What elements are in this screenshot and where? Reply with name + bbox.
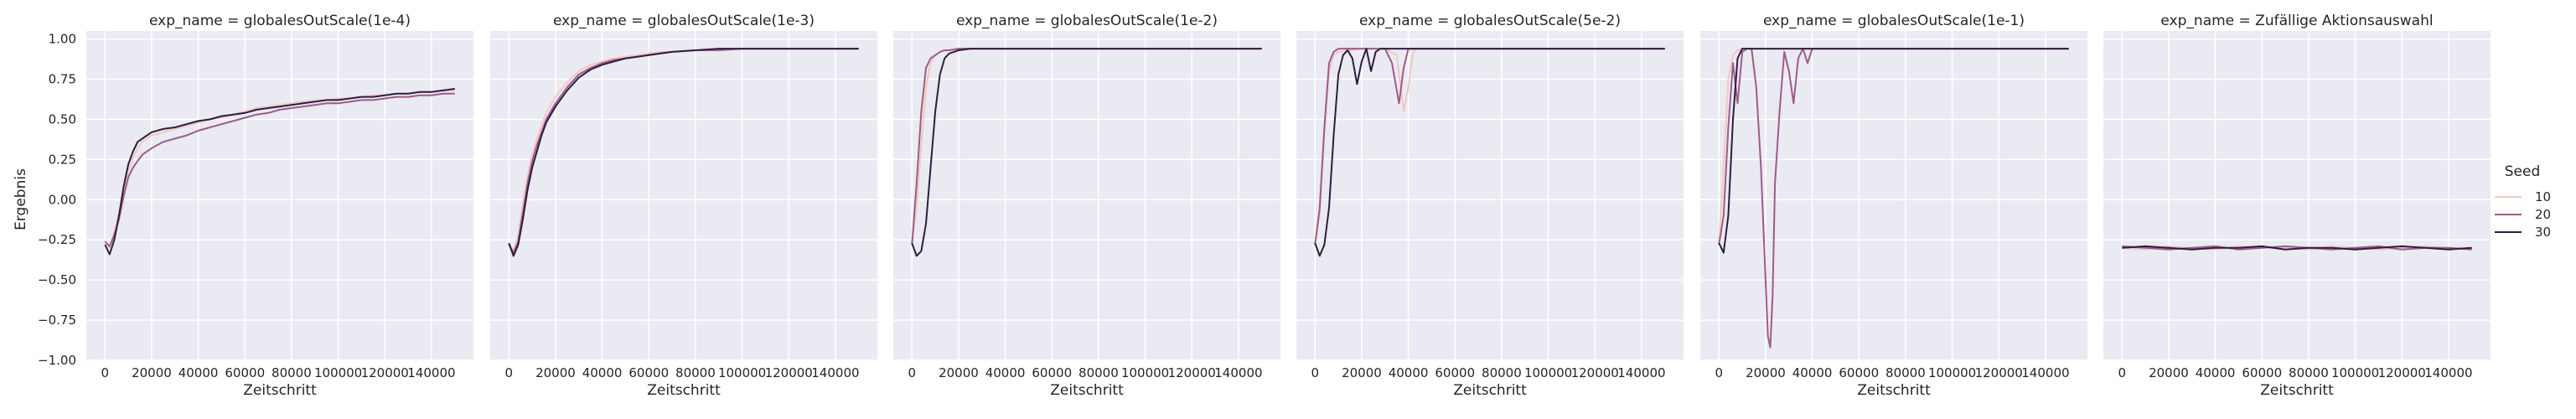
legend-label: 30 (2535, 225, 2551, 240)
x-tick-label: 120000 (765, 365, 813, 380)
series-line-seed-30 (911, 48, 1262, 257)
series-line-seed-20 (104, 92, 455, 247)
series-line-seed-30 (2122, 245, 2472, 251)
x-axis-label: Zeitschritt (1453, 382, 1527, 399)
panel-background (490, 31, 877, 360)
x-tick-label: 100000 (314, 365, 362, 380)
x-tick-label: 40000 (1792, 365, 1833, 380)
x-tick-label: 20000 (132, 365, 172, 380)
x-tick-label: 60000 (1839, 365, 1879, 380)
panel-title: exp_name = globalesOutScale(1e-3) (553, 13, 815, 29)
legend-entries: 10 20 30 (2495, 189, 2551, 240)
x-tick-label: 140000 (407, 365, 455, 380)
panel-background (86, 31, 473, 360)
x-tick-label: 140000 (2424, 365, 2472, 380)
facet-panel: exp_name = globalesOutScale(1e-4) 0 20000 4… (38, 13, 473, 399)
x-tick-label: 40000 (985, 365, 1026, 380)
x-tick-label: 0 (908, 365, 916, 380)
y-tick-label: −1.00 (38, 353, 76, 368)
x-tick-label: 60000 (225, 365, 265, 380)
x-tick-label: 80000 (1885, 365, 1926, 380)
x-tick-label: 60000 (628, 365, 669, 380)
x-tick-label: 60000 (2242, 365, 2282, 380)
x-tick-label: 140000 (811, 365, 859, 380)
facet-panel: exp_name = globalesOutScale(1e-3) 0 20000 4… (490, 13, 877, 399)
x-tick-label: 0 (504, 365, 513, 380)
x-axis-label: Zeitschritt (2260, 382, 2334, 399)
facet-panel: exp_name = globalesOutScale(1e-1) 0 20000 4… (1700, 13, 2087, 399)
panel-background (893, 31, 1280, 360)
x-tick-label: 120000 (361, 365, 409, 380)
x-tick-label: 60000 (1032, 365, 1072, 380)
y-axis-label: Ergebnis (13, 168, 29, 230)
series-line-seed-30 (1314, 48, 1665, 257)
y-tick-label: 0.25 (49, 152, 76, 167)
series-line-seed-30 (104, 88, 455, 256)
panels-layer: exp_name = globalesOutScale(1e-4) 0 20000 4… (38, 13, 2491, 399)
x-axis-label: Zeitschritt (1050, 382, 1124, 399)
y-tick-label: 0.50 (49, 111, 76, 127)
x-tick-label: 80000 (675, 365, 716, 380)
x-axis-label: Zeitschritt (1857, 382, 1931, 399)
y-tick-label: 0.00 (49, 192, 76, 207)
x-tick-label: 0 (101, 365, 109, 380)
y-tick-label: 0.75 (49, 72, 76, 87)
panel-title: exp_name = globalesOutScale(1e-2) (956, 13, 1218, 29)
x-tick-label: 120000 (1975, 365, 2023, 380)
x-tick-label: 80000 (272, 365, 312, 380)
x-tick-label: 0 (2118, 365, 2126, 380)
panel-background (1296, 31, 1684, 360)
x-tick-label: 20000 (1746, 365, 1786, 380)
x-tick-label: 140000 (2021, 365, 2069, 380)
legend-label: 10 (2535, 189, 2551, 204)
x-tick-label: 40000 (2196, 365, 2236, 380)
x-tick-label: 40000 (178, 365, 219, 380)
x-tick-label: 80000 (1482, 365, 1522, 380)
facet-panel: exp_name = globalesOutScale(1e-2) 0 20000 4… (893, 13, 1280, 399)
y-tick-label: −0.75 (38, 313, 76, 328)
y-tick-label: 1.00 (49, 32, 76, 47)
panel-title: exp_name = Zufällige Aktionsauswahl (2160, 13, 2433, 29)
y-tick-label: −0.25 (38, 232, 76, 247)
x-tick-label: 40000 (1389, 365, 1429, 380)
series-line-seed-30 (1718, 48, 2069, 254)
x-tick-label: 40000 (582, 365, 623, 380)
x-tick-label: 60000 (1435, 365, 1475, 380)
panel-background (1700, 31, 2087, 360)
legend: Seed 10 20 30 (2495, 163, 2551, 240)
x-tick-label: 80000 (1079, 365, 1119, 380)
panel-background (2103, 31, 2491, 360)
x-tick-label: 100000 (1524, 365, 1572, 380)
x-tick-label: 100000 (1928, 365, 1976, 380)
panel-title: exp_name = globalesOutScale(1e-4) (149, 13, 411, 29)
x-tick-label: 100000 (2331, 365, 2379, 380)
x-tick-label: 20000 (535, 365, 576, 380)
x-tick-label: 20000 (1342, 365, 1382, 380)
panel-title: exp_name = globalesOutScale(5e-2) (1359, 13, 1621, 29)
x-tick-label: 120000 (1168, 365, 1216, 380)
x-tick-label: 100000 (718, 365, 766, 380)
x-tick-label: 0 (1311, 365, 1319, 380)
series-line-seed-30 (508, 48, 859, 257)
x-tick-label: 100000 (1121, 365, 1169, 380)
panel-title: exp_name = globalesOutScale(1e-1) (1763, 13, 2025, 29)
x-tick-label: 140000 (1617, 365, 1665, 380)
legend-title: Seed (2505, 163, 2541, 180)
facet-panel: exp_name = Zufällige Aktionsauswahl 0 2000… (2103, 13, 2491, 399)
facet-panel: exp_name = globalesOutScale(5e-2) 0 20000 4… (1296, 13, 1684, 399)
x-tick-label: 80000 (2289, 365, 2329, 380)
x-tick-label: 120000 (1571, 365, 1619, 380)
x-tick-label: 140000 (1214, 365, 1262, 380)
legend-label: 20 (2535, 207, 2551, 222)
x-tick-label: 20000 (939, 365, 979, 380)
x-tick-label: 120000 (2378, 365, 2426, 380)
x-axis-label: Zeitschritt (243, 382, 317, 399)
x-tick-label: 20000 (2149, 365, 2189, 380)
x-axis-label: Zeitschritt (647, 382, 721, 399)
x-tick-label: 0 (1715, 365, 1723, 380)
y-tick-label: −0.50 (38, 272, 76, 287)
